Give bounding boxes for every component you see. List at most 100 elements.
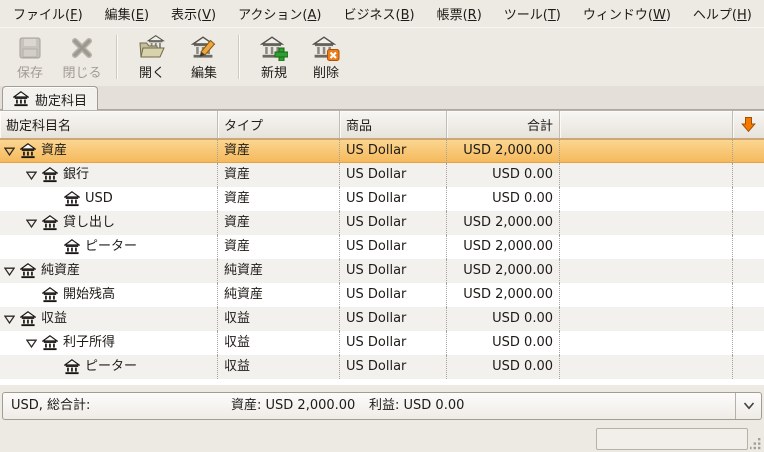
expander-icon[interactable] xyxy=(4,267,20,276)
expander-icon[interactable] xyxy=(4,315,20,324)
bank-icon xyxy=(42,215,61,231)
menu-help[interactable]: ヘルプ(H) xyxy=(692,8,752,23)
tree-indent xyxy=(4,247,48,248)
edit-button-label: 編集 xyxy=(190,65,217,81)
spacer-cell xyxy=(560,331,733,355)
account-type-cell: 純資産 xyxy=(218,283,340,307)
resize-grip-icon[interactable] xyxy=(750,438,762,450)
table-row[interactable]: 銀行 資産 US Dollar USD 0.00 xyxy=(0,163,764,187)
expander-icon[interactable] xyxy=(26,171,42,180)
account-name: ピーター xyxy=(85,239,138,254)
account-name-cell: ピーター xyxy=(0,355,218,379)
commodity-cell: US Dollar xyxy=(340,139,447,163)
account-type-cell: 資産 xyxy=(218,163,340,187)
table-row[interactable]: 開始残高 純資産 US Dollar USD 2,000.00 xyxy=(0,283,764,307)
table-row[interactable]: ピーター 資産 US Dollar USD 2,000.00 xyxy=(0,235,764,259)
new-account-icon xyxy=(260,33,288,61)
spacer-cell xyxy=(560,187,733,211)
account-name-cell: ピーター xyxy=(0,235,218,259)
account-name-cell: 収益 xyxy=(0,307,218,331)
commodity-cell: US Dollar xyxy=(340,163,447,187)
account-name-cell: USD xyxy=(0,187,218,211)
total-cell: USD 2,000.00 xyxy=(447,235,560,259)
account-type-cell: 収益 xyxy=(218,355,340,379)
menu-windows[interactable]: ウィンドウ(W) xyxy=(582,8,671,23)
menu-business[interactable]: ビジネス(B) xyxy=(343,8,415,23)
expander-icon[interactable] xyxy=(4,147,20,156)
column-header-account-name[interactable]: 勘定科目名 xyxy=(0,111,218,138)
column-header-blank xyxy=(560,111,733,138)
commodity-cell: US Dollar xyxy=(340,235,447,259)
account-name-cell: 資産 xyxy=(0,139,218,163)
arrow-column-cell xyxy=(733,187,764,211)
summary-dropdown-button[interactable] xyxy=(735,393,761,419)
table-row[interactable]: 純資産 純資産 US Dollar USD 2,000.00 xyxy=(0,259,764,283)
tree-indent xyxy=(4,343,26,344)
arrow-column-cell xyxy=(733,307,764,331)
account-name: 開始残高 xyxy=(63,287,116,302)
summary-bar[interactable]: USD, 総合計: 資産: USD 2,000.00 利益: USD 0.00 xyxy=(2,392,762,420)
arrow-column-cell xyxy=(733,235,764,259)
bank-icon xyxy=(13,91,29,107)
account-name: 貸し出し xyxy=(63,215,116,230)
bank-icon xyxy=(64,239,83,255)
spacer-cell xyxy=(560,259,733,283)
expander-icon[interactable] xyxy=(26,339,42,348)
new-account-button[interactable]: 新規 xyxy=(248,30,300,84)
account-type-cell: 資産 xyxy=(218,139,340,163)
menu-actions[interactable]: アクション(A) xyxy=(238,8,322,23)
save-icon xyxy=(17,33,43,61)
menu-view[interactable]: 表示(V) xyxy=(171,8,217,23)
table-row[interactable]: 資産 資産 US Dollar USD 2,000.00 xyxy=(0,139,764,163)
column-header-total[interactable]: 合計 xyxy=(447,111,560,138)
bank-icon xyxy=(20,263,39,279)
spacer-cell xyxy=(560,355,733,379)
column-options-button[interactable] xyxy=(733,111,764,138)
tree-indent xyxy=(4,199,48,200)
table-row[interactable]: 貸し出し 資産 US Dollar USD 2,000.00 xyxy=(0,211,764,235)
open-account-button[interactable]: 開く xyxy=(126,30,178,84)
spacer-cell xyxy=(560,283,733,307)
table-row[interactable]: 収益 収益 US Dollar USD 0.00 xyxy=(0,307,764,331)
account-type-cell: 資産 xyxy=(218,187,340,211)
commodity-cell: US Dollar xyxy=(340,307,447,331)
expander-icon[interactable] xyxy=(26,219,42,228)
spacer-cell xyxy=(560,211,733,235)
account-name: 資産 xyxy=(41,143,68,158)
edit-account-button[interactable]: 編集 xyxy=(178,30,230,84)
table-header: 勘定科目名 タイプ 商品 合計 xyxy=(0,110,764,139)
menubar: ファイル(F) 編集(E) 表示(V) アクション(A) ビジネス(B) 帳票(… xyxy=(0,0,764,27)
menu-file[interactable]: ファイル(F) xyxy=(13,8,83,23)
progress-bar xyxy=(596,428,748,450)
toolbar: 保存 閉じる 開く 編集 新規 削除 xyxy=(0,27,764,85)
close-button[interactable]: 閉じる xyxy=(56,30,108,84)
column-header-type[interactable]: タイプ xyxy=(218,111,340,138)
total-cell: USD 0.00 xyxy=(447,355,560,379)
arrow-column-cell xyxy=(733,331,764,355)
commodity-cell: US Dollar xyxy=(340,283,447,307)
menu-reports[interactable]: 帳票(R) xyxy=(436,8,482,23)
table-row[interactable]: USD 資産 US Dollar USD 0.00 xyxy=(0,187,764,211)
delete-account-icon xyxy=(312,33,340,61)
total-cell: USD 2,000.00 xyxy=(447,211,560,235)
menu-edit[interactable]: 編集(E) xyxy=(104,8,150,23)
bank-icon xyxy=(42,167,61,183)
table-row[interactable]: 利子所得 収益 US Dollar USD 0.00 xyxy=(0,331,764,355)
spacer-cell xyxy=(560,139,733,163)
total-cell: USD 2,000.00 xyxy=(447,283,560,307)
column-header-commodity[interactable]: 商品 xyxy=(340,111,447,138)
arrow-column-cell xyxy=(733,259,764,283)
table-row[interactable]: ピーター 収益 US Dollar USD 0.00 xyxy=(0,355,764,379)
save-button[interactable]: 保存 xyxy=(4,30,56,84)
bank-icon xyxy=(64,359,83,375)
account-name: 収益 xyxy=(41,311,68,326)
bank-icon xyxy=(20,143,39,159)
account-name: 純資産 xyxy=(41,263,81,278)
delete-account-button[interactable]: 削除 xyxy=(300,30,352,84)
bank-icon xyxy=(42,335,61,351)
tab-accounts[interactable]: 勘定科目 xyxy=(2,86,99,111)
account-type-cell: 純資産 xyxy=(218,259,340,283)
commodity-cell: US Dollar xyxy=(340,211,447,235)
menu-tools[interactable]: ツール(T) xyxy=(503,8,561,23)
account-type-cell: 資産 xyxy=(218,235,340,259)
